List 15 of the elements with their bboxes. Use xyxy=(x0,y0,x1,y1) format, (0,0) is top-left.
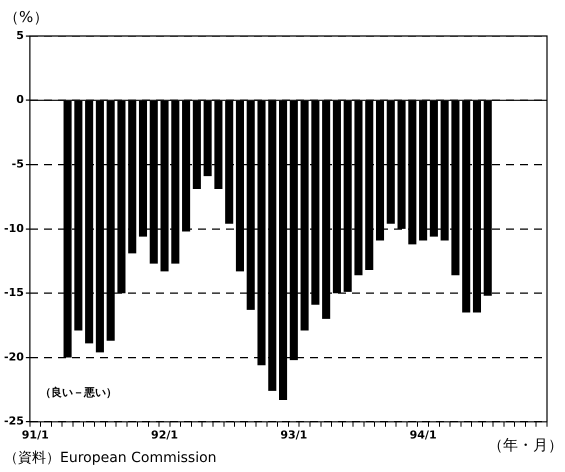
y-axis-title: （%） xyxy=(4,8,48,26)
y-tick-label: -15 xyxy=(4,286,24,300)
x-tick-label: 91/1 xyxy=(22,428,49,442)
y-tick-label: 5 xyxy=(16,28,24,42)
y-tick-label: 0 xyxy=(16,93,24,106)
y-tick-label: -5 xyxy=(12,157,24,170)
x-axis-title: （年・月） xyxy=(488,436,563,454)
y-tick-label: -20 xyxy=(4,350,24,364)
x-tick-label: 92/1 xyxy=(151,428,178,442)
y-tick-label: -25 xyxy=(4,414,24,428)
x-tick-label: 93/1 xyxy=(280,428,308,442)
annotation: （良い－悪い） xyxy=(40,386,117,400)
x-tick-label: 94/1 xyxy=(410,428,437,442)
y-tick-label: -10 xyxy=(4,222,24,235)
text: （資料）European Commission xyxy=(4,450,217,466)
